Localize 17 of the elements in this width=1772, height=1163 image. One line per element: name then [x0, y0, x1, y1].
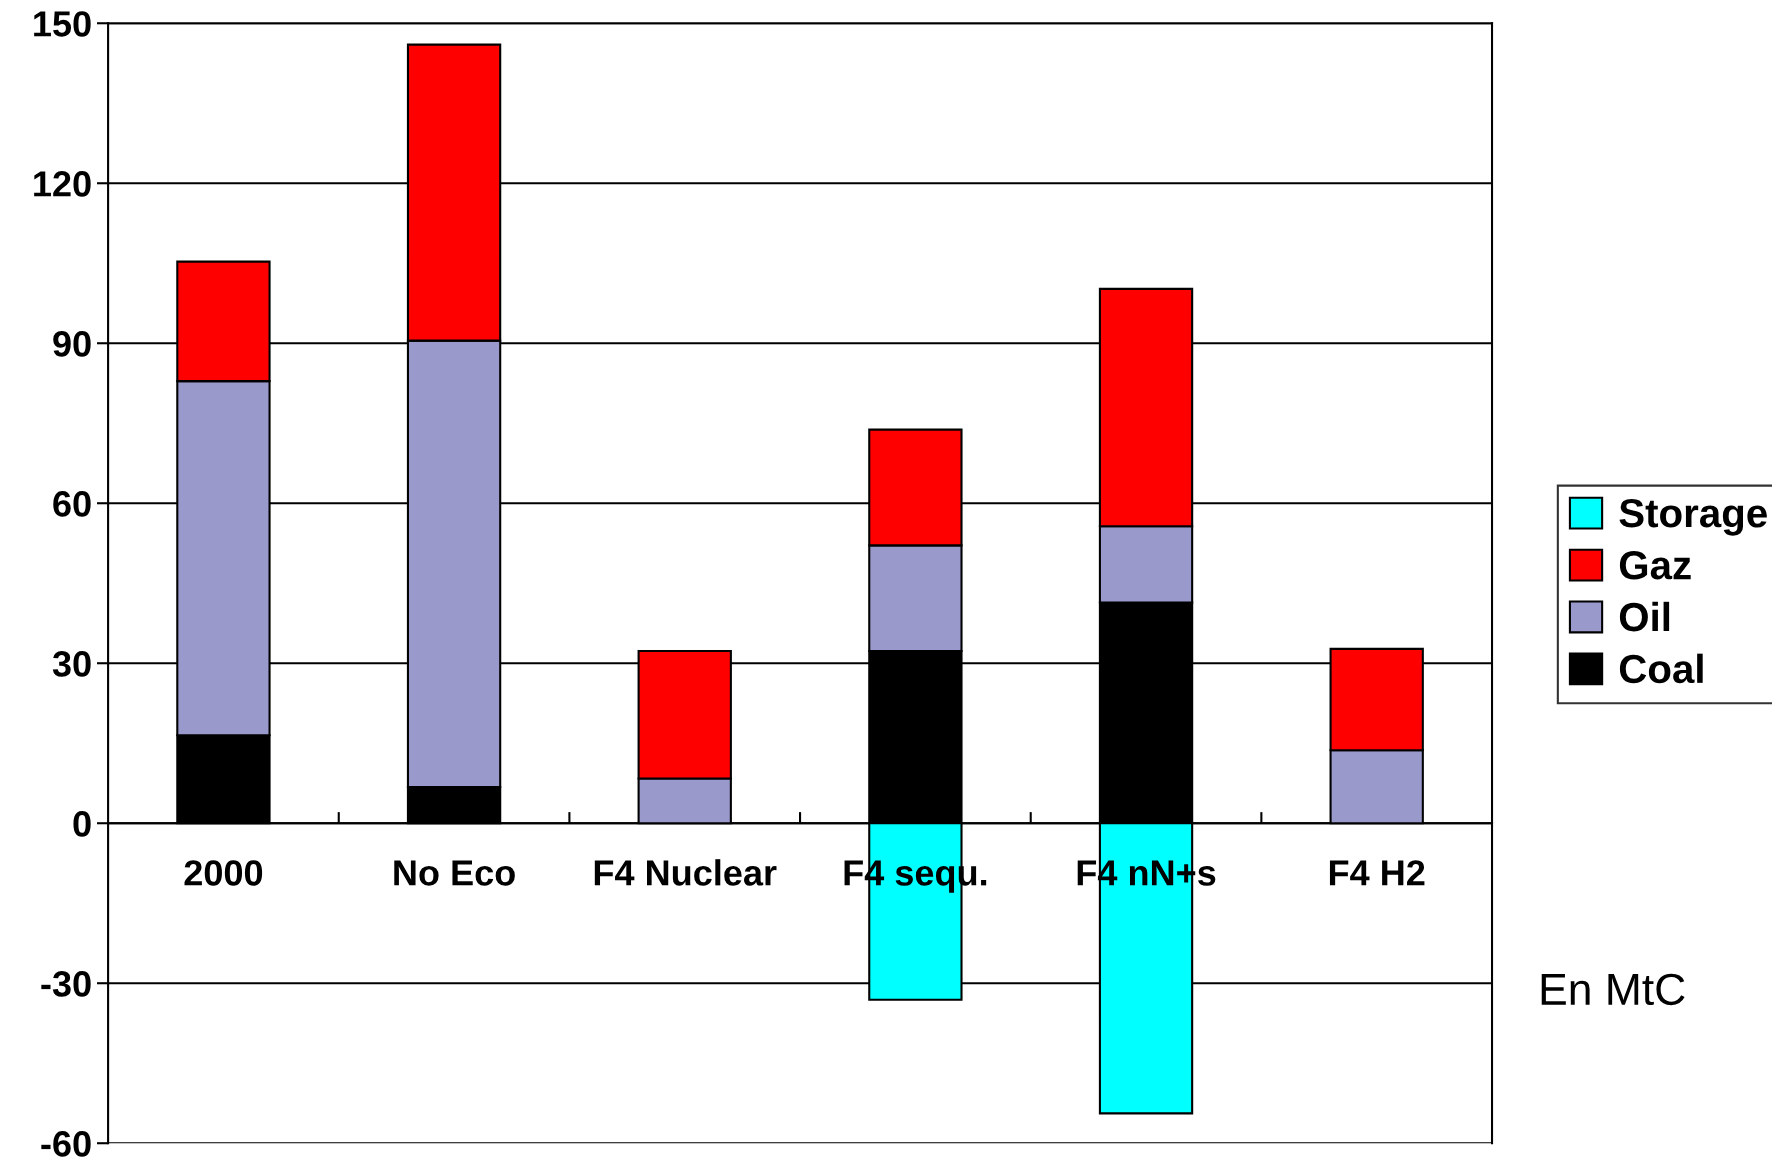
y-tick-label: 60: [53, 491, 91, 517]
legend-label: Oil: [1619, 601, 1670, 632]
y-tick-label: 120: [34, 171, 91, 197]
y-tick-label: 90: [53, 331, 91, 357]
y-tick-label: 0: [73, 811, 91, 837]
legend-label: Storage: [1619, 498, 1767, 536]
y-tick-label: -60: [41, 1131, 91, 1157]
y-tick-label: -30: [41, 971, 91, 997]
x-tick-label: No Eco: [394, 860, 515, 886]
x-tick-label: F4 Nuclear: [594, 859, 777, 886]
text: En MtC: [1541, 973, 1685, 1006]
x-tick-label: 2000: [184, 860, 263, 886]
legend-label: Gaz: [1619, 551, 1691, 580]
legend-label: Coal: [1619, 653, 1703, 684]
y-tick-label: 30: [52, 651, 91, 677]
x-tick-label: F4 H2: [1329, 860, 1425, 886]
y-tick-label: 150: [34, 11, 91, 37]
